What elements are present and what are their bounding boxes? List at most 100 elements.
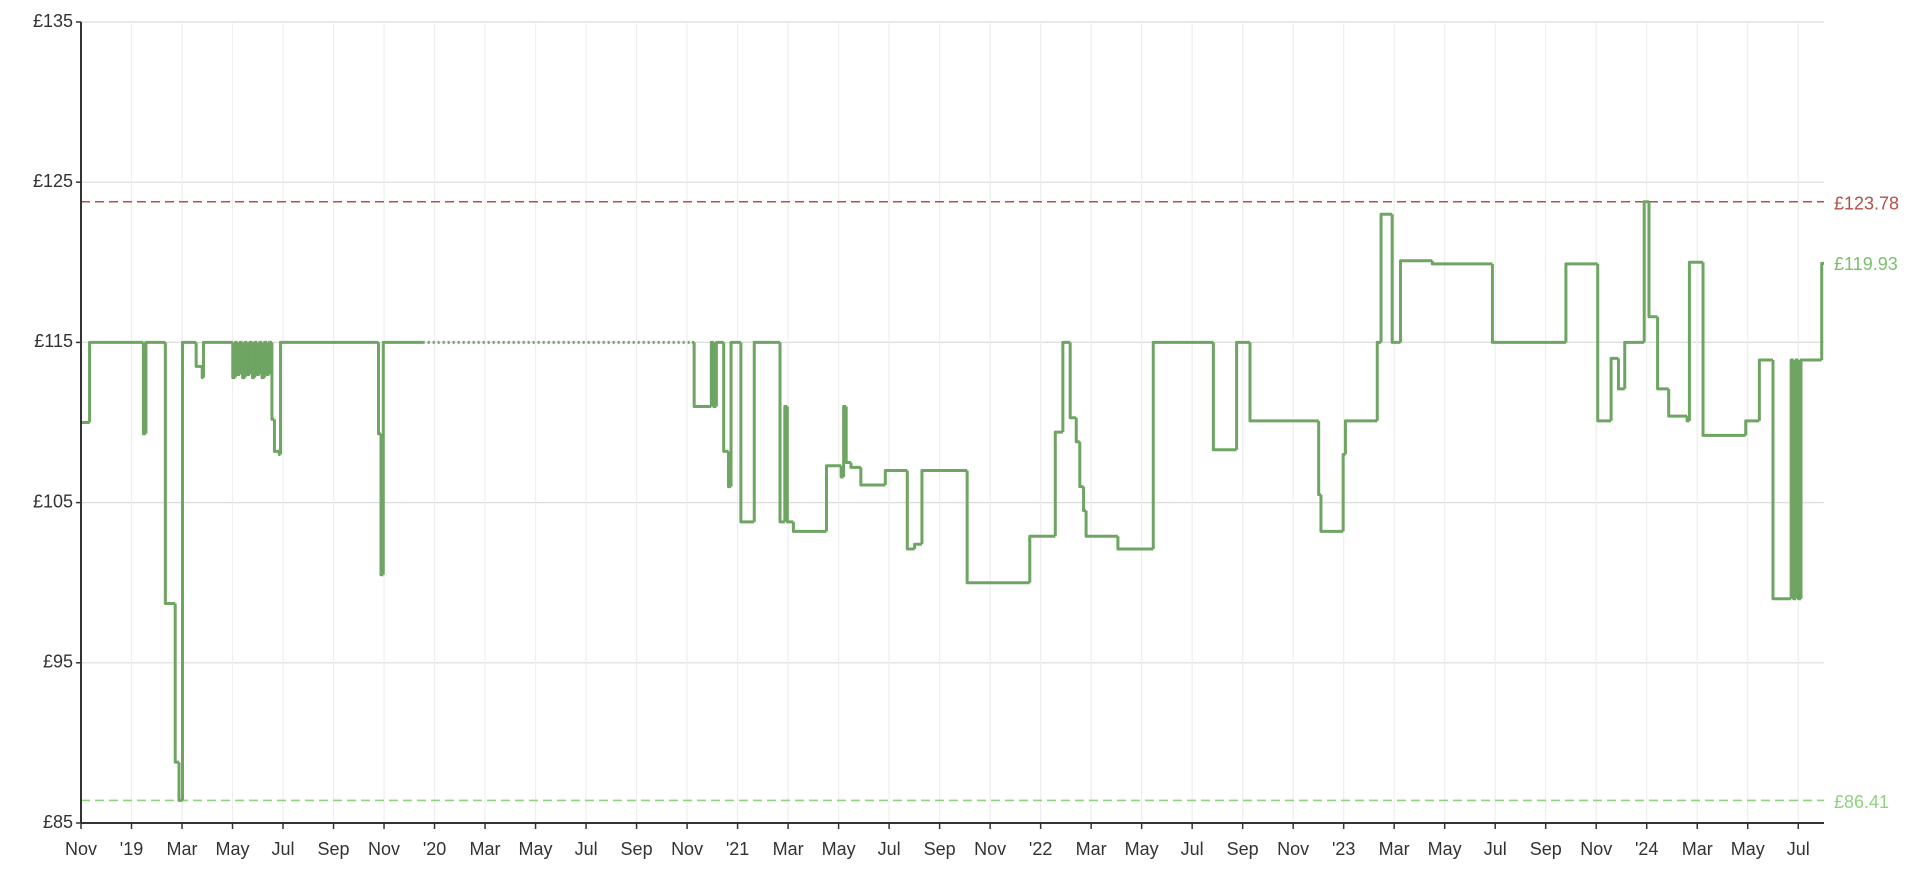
price-step bbox=[844, 406, 851, 465]
price-step bbox=[1116, 536, 1154, 551]
x-tick-label: Jul bbox=[878, 839, 901, 859]
price-step bbox=[1319, 494, 1344, 533]
price-step bbox=[1564, 262, 1598, 343]
x-tick-label: Nov bbox=[974, 839, 1006, 859]
price-step bbox=[381, 340, 423, 575]
price-step bbox=[1390, 214, 1401, 344]
price-step bbox=[272, 419, 280, 453]
price-step bbox=[88, 340, 144, 423]
price-step bbox=[1820, 261, 1824, 361]
x-tick-label: Sep bbox=[621, 839, 653, 859]
x-tick-label: Sep bbox=[1227, 839, 1259, 859]
price-step bbox=[1211, 342, 1237, 452]
price-step bbox=[201, 340, 233, 378]
x-tick-label: '23 bbox=[1332, 839, 1355, 859]
x-tick-label: Nov bbox=[1277, 839, 1309, 859]
y-tick-label: £95 bbox=[43, 652, 73, 672]
price-step bbox=[279, 340, 379, 455]
price-step bbox=[181, 340, 197, 801]
price-step bbox=[1623, 340, 1645, 389]
x-tick-label: Mar bbox=[773, 839, 804, 859]
price-step bbox=[785, 406, 794, 524]
x-tick-label: Mar bbox=[1076, 839, 1107, 859]
x-tick-label: Sep bbox=[924, 839, 956, 859]
reference-label: £123.78 bbox=[1834, 193, 1899, 213]
x-tick-label: May bbox=[1428, 839, 1462, 859]
price-step bbox=[1084, 510, 1118, 538]
price-step bbox=[1616, 358, 1625, 391]
price-step bbox=[1799, 358, 1822, 599]
x-tick-label: Nov bbox=[368, 839, 400, 859]
price-step bbox=[722, 342, 729, 453]
price-step bbox=[1490, 263, 1566, 344]
x-tick-label: Sep bbox=[318, 839, 350, 859]
price-step bbox=[1061, 340, 1071, 433]
reference-label: £86.41 bbox=[1834, 792, 1889, 812]
price-step bbox=[1757, 358, 1773, 421]
price-step bbox=[1399, 259, 1433, 343]
price-step bbox=[1053, 430, 1063, 537]
x-tick-label: May bbox=[1125, 839, 1159, 859]
price-step bbox=[1744, 419, 1760, 436]
price-step bbox=[1656, 316, 1669, 391]
y-tick-label: £115 bbox=[34, 331, 73, 351]
x-tick-label: '24 bbox=[1635, 839, 1658, 859]
x-tick-label: '21 bbox=[726, 839, 749, 859]
reference-lines: £123.78 £86.41 £119.93 bbox=[81, 193, 1899, 812]
x-tick-label: '20 bbox=[423, 839, 446, 859]
x-tick-label: Jul bbox=[1181, 839, 1204, 859]
price-step bbox=[859, 467, 886, 487]
price-step bbox=[920, 469, 968, 545]
x-tick-label: Jul bbox=[272, 839, 295, 859]
x-tick-label: Mar bbox=[1379, 839, 1410, 859]
price-step bbox=[752, 340, 781, 522]
price-step bbox=[1771, 360, 1792, 601]
price-step bbox=[824, 464, 842, 532]
price-step bbox=[1151, 340, 1214, 550]
price-step bbox=[883, 469, 908, 485]
price-step bbox=[1028, 534, 1056, 583]
price-step bbox=[913, 542, 922, 550]
x-tick-label: May bbox=[216, 839, 250, 859]
x-tick-label: May bbox=[822, 839, 856, 859]
x-tick-label: '22 bbox=[1029, 839, 1052, 859]
price-step bbox=[692, 342, 712, 408]
x-tick-label: Sep bbox=[1530, 839, 1562, 859]
price-step bbox=[1701, 262, 1746, 437]
price-step bbox=[714, 340, 724, 407]
price-step bbox=[163, 342, 176, 606]
x-tick-label: May bbox=[519, 839, 553, 859]
current-price-label: £119.93 bbox=[1834, 254, 1898, 274]
price-step bbox=[1430, 260, 1493, 266]
y-tick-label: £105 bbox=[33, 491, 73, 511]
x-tick-label: Jul bbox=[575, 839, 598, 859]
price-step bbox=[1667, 388, 1688, 418]
x-tick-label: Jul bbox=[1484, 839, 1507, 859]
price-step bbox=[1642, 200, 1649, 343]
price-step bbox=[849, 462, 861, 469]
y-tick-label: £125 bbox=[33, 171, 73, 191]
price-step bbox=[965, 470, 1030, 585]
price-step bbox=[739, 342, 755, 524]
price-step bbox=[194, 342, 199, 368]
price-step bbox=[1235, 340, 1250, 450]
price-step bbox=[1647, 201, 1658, 319]
x-tick-label: Jul bbox=[1787, 839, 1810, 859]
y-tick-label: £85 bbox=[43, 812, 73, 832]
price-step bbox=[1343, 419, 1378, 455]
price-step bbox=[1068, 342, 1077, 420]
x-tick-label: '19 bbox=[120, 839, 143, 859]
y-tick-label: £135 bbox=[33, 11, 73, 31]
price-step bbox=[778, 342, 785, 524]
x-tick-label: Nov bbox=[65, 839, 97, 859]
price-line bbox=[81, 200, 1824, 802]
x-tick-label: Nov bbox=[671, 839, 703, 859]
price-step bbox=[905, 470, 915, 551]
price-step bbox=[791, 521, 827, 533]
price-step bbox=[177, 762, 183, 802]
price-step bbox=[729, 340, 741, 487]
price-step bbox=[144, 340, 166, 434]
price-step bbox=[1248, 342, 1319, 423]
